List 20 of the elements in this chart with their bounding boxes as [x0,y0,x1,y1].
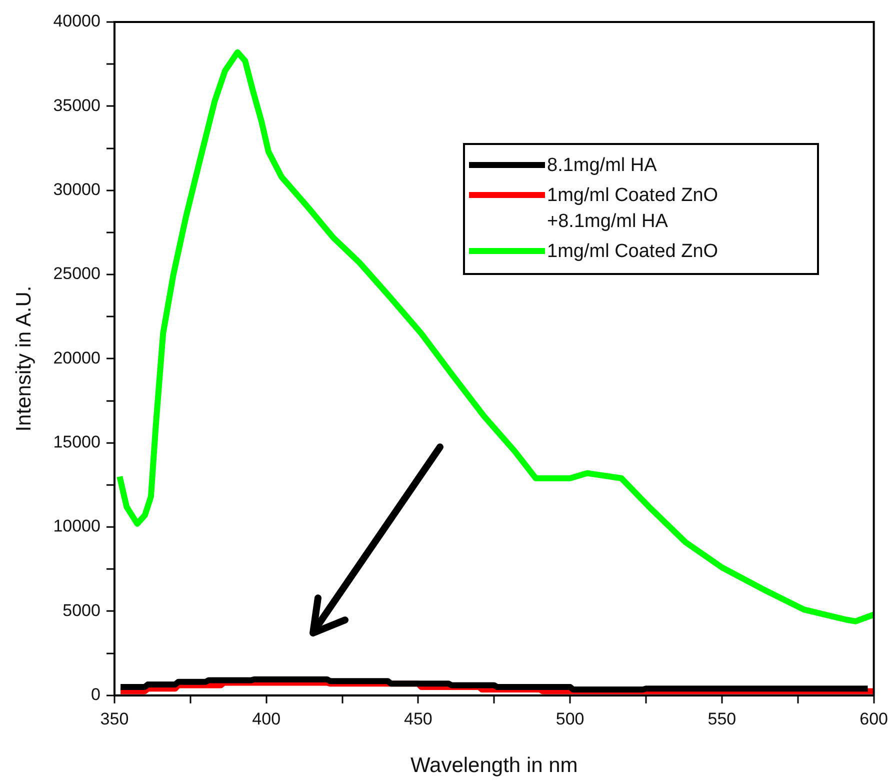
x-tick-label: 500 [556,709,584,728]
y-tick-label: 20000 [53,348,100,368]
y-tick-label: 40000 [53,12,100,31]
legend-label: 8.1mg/ml HA [547,154,658,178]
y-tick-label: 25000 [53,264,100,284]
y-tick-label: 0 [91,685,100,704]
x-tick-label: 450 [404,709,432,728]
legend-label: 1mg/ml Coated ZnO [547,240,720,264]
x-axis-title: Wavelength in nm [410,754,578,778]
y-tick-label: 15000 [53,432,100,452]
x-tick-label: 550 [708,709,736,728]
y-tick-label: 5000 [62,600,100,620]
y-axis-title: Intensity in A.U. [12,286,36,432]
x-tick-label: 350 [100,709,129,728]
x-tick-label: 600 [860,709,888,728]
y-tick-label: 30000 [53,180,100,200]
legend-label: 1mg/ml Coated ZnO +8.1mg/ml HA [547,184,720,234]
x-tick-label: 400 [252,709,281,728]
y-tick-label: 10000 [53,516,100,536]
y-tick-label: 35000 [53,96,100,115]
